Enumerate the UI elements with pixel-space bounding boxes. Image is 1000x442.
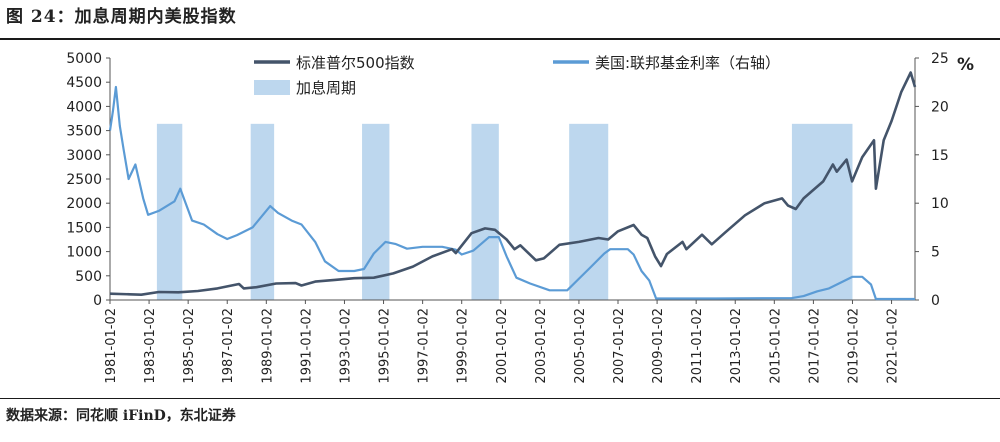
left-tick-label: 0 [93,293,102,309]
hiking-band-2 [250,123,275,300]
right-axis-ticks: 0 5 10 15 20 25 [915,51,949,309]
right-tick-label: 15 [931,148,949,164]
left-tick-label: 2500 [66,172,102,188]
x-tick-label: 1999-01-02 [456,308,471,384]
x-tick-label: 1991-01-02 [299,308,314,384]
right-tick-label: 0 [931,293,940,309]
series-lines [108,71,917,301]
x-tick-label: 1981-01-02 [104,308,119,384]
x-tick-label: 1993-01-02 [338,308,353,384]
figure-title: 图 24：加息周期内美股指数 [6,7,237,27]
x-axis-ticks: 1981-01-02 1983-01-02 1985-01-02 1987-01-02… [104,300,901,384]
x-tick-label: 2015-01-02 [768,308,783,384]
x-tick-label: 2007-01-02 [612,308,627,384]
x-tick-label: 2009-01-02 [651,308,666,384]
legend-label-sp500: 标准普尔500指数 [296,54,415,72]
chart: 0 500 1000 1500 2000 2500 3000 3500 4000 4500 5000… [66,51,974,384]
x-tick-label: 2019-01-02 [846,308,861,384]
sp500-line [109,71,917,296]
left-tick-label: 1500 [66,220,102,236]
x-tick-label: 1995-01-02 [378,308,393,384]
left-tick-label: 5000 [66,51,102,67]
x-tick-label: 1985-01-02 [182,308,197,384]
right-tick-label: 5 [931,245,940,261]
right-tick-label: 20 [931,99,949,115]
x-tick-label: 2013-01-02 [729,308,744,384]
hiking-bands [156,123,853,300]
legend-swatch-hiking [254,80,290,95]
x-tick-label: 2001-01-02 [495,308,510,384]
right-tick-label: 25 [931,51,949,67]
left-axis-ticks: 0 500 1000 1500 2000 2500 3000 3500 4000 4500 5000 [66,51,110,309]
hiking-band-5 [569,123,609,300]
left-tick-label: 500 [75,269,102,285]
legend-label-fedfunds: 美国:联邦基金利率（右轴） [595,54,780,72]
right-tick-label: 10 [931,196,949,212]
source-note: 数据来源：同花顺 iFinD，东北证券 [6,408,236,424]
hiking-band-3 [362,123,390,300]
x-tick-label: 2021-01-02 [886,308,901,384]
x-tick-label: 2017-01-02 [807,308,822,384]
x-tick-label: 1987-01-02 [221,308,236,384]
legend-label-hiking: 加息周期 [296,79,356,97]
x-tick-label: 1989-01-02 [260,308,275,384]
source-rule [0,398,1000,399]
left-tick-label: 3000 [66,148,102,164]
x-tick-label: 2011-01-02 [690,308,705,384]
x-tick-label: 1983-01-02 [143,308,158,384]
legend: 标准普尔500指数 美国:联邦基金利率（右轴） 加息周期 [254,54,780,97]
left-tick-label: 3500 [66,124,102,140]
hiking-band-6 [791,123,853,300]
x-tick-label: 2003-01-02 [534,308,549,384]
x-tick-label: 2005-01-02 [573,308,588,384]
hiking-band-1 [156,123,183,300]
hiking-band-4 [471,123,499,300]
right-axis-unit: % [957,55,974,75]
left-tick-label: 4000 [66,99,102,115]
left-tick-label: 1000 [66,245,102,261]
title-rule [0,38,1000,40]
fedfunds-line [108,85,915,301]
x-tick-label: 1997-01-02 [417,308,432,384]
left-tick-label: 4500 [66,75,102,91]
left-tick-label: 2000 [66,196,102,212]
